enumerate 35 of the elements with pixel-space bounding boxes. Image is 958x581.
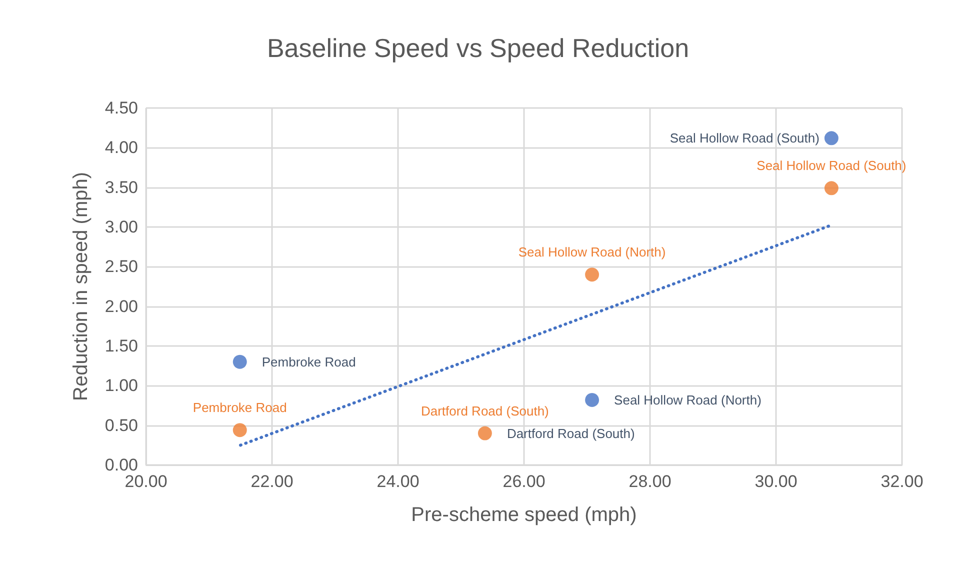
x-tick-label: 26.00 (502, 472, 546, 491)
point (824, 181, 838, 196)
y-tick-label: 2.50 (104, 257, 138, 276)
y-tick-label: 0.00 (104, 456, 138, 474)
annotation: Dartford Road (South) (420, 403, 549, 418)
y-axis-title: Reduction in speed (mph) (70, 172, 92, 402)
x-axis-title: Pre-scheme speed (mph) (411, 504, 637, 526)
annotation: Seal Hollow Road (North) (518, 244, 666, 260)
y-tick-label: 3.00 (104, 218, 138, 236)
chart-title: Baseline Speed vs Speed Reduction (266, 33, 690, 63)
point (824, 131, 838, 146)
point (478, 426, 492, 440)
x-tick-label: 30.00 (754, 472, 798, 491)
x-tick-label: 20.00 (124, 472, 168, 491)
annotation: Dartford Road (South) (506, 426, 635, 441)
x-tick-label: 32.00 (880, 472, 924, 491)
y-tick-label: 4.50 (104, 98, 138, 118)
annotation: Pembroke Road (192, 400, 287, 416)
y-tick-label: 0.50 (104, 416, 138, 435)
y-tick-label: 3.50 (104, 178, 138, 197)
point (232, 354, 247, 369)
annotation: Seal Hollow Road (South) (670, 130, 820, 146)
point (585, 392, 600, 407)
y-tick-label: 1.50 (104, 336, 138, 356)
y-tick-label: 2.00 (104, 296, 138, 316)
x-tick-label: 28.00 (628, 472, 672, 491)
annotation: Seal Hollow Road (South) (756, 158, 906, 174)
y-tick-label: 1.00 (104, 376, 138, 396)
point (232, 423, 247, 438)
annotation: Pembroke Road (262, 354, 356, 370)
x-tick-label: 22.00 (250, 472, 294, 491)
annotation: Seal Hollow Road (North) (614, 392, 762, 408)
point (585, 268, 600, 282)
x-tick-label: 24.00 (376, 472, 420, 491)
y-tick-label: 4.00 (104, 138, 138, 158)
